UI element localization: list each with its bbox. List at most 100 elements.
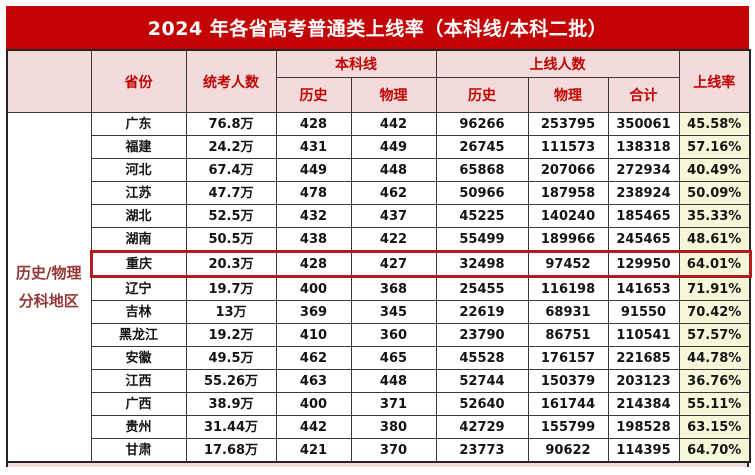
header-line-physics: 物理 — [350, 77, 437, 113]
table-panel: 2024 年各省高考普通类上线率（本科线/本科二批） 省份 统考人数 本科线 上… — [6, 6, 752, 467]
rate-cell: 44.78% — [678, 346, 751, 370]
above-total-cell: 129950 — [607, 250, 680, 278]
table-row: 福建 24.2万 431 449 26745 111573 138318 57.16% — [7, 135, 751, 159]
line-history-cell: 432 — [275, 204, 352, 228]
line-history-cell: 410 — [275, 323, 352, 347]
above-total-cell: 91550 — [607, 300, 680, 324]
table-header: 省份 统考人数 本科线 上线人数 上线率 历史 物理 历史 物理 合计 — [6, 49, 751, 113]
province-cell: 贵州 — [90, 415, 187, 439]
table-row: 广西 38.9万 400 371 52640 161744 214384 55.11% — [7, 392, 751, 416]
partial-next-row — [6, 463, 749, 467]
province-cell: 吉林 — [90, 300, 187, 324]
above-history-cell: 45225 — [435, 204, 529, 228]
above-total-cell: 214384 — [607, 392, 680, 416]
rate-cell: 57.16% — [678, 135, 751, 159]
table-row: 江苏 47.7万 478 462 50966 187958 238924 50.09% — [7, 181, 751, 205]
above-history-cell: 23773 — [435, 438, 529, 463]
line-history-cell: 400 — [275, 276, 352, 301]
header-above-physics: 物理 — [527, 77, 609, 113]
above-history-cell: 32498 — [435, 250, 529, 278]
above-physics-cell: 150379 — [527, 369, 609, 393]
above-physics-cell: 161744 — [527, 392, 609, 416]
above-total-cell: 138318 — [607, 135, 680, 159]
table-row: 吉林 13万 369 345 22619 68931 91550 70.42% — [7, 300, 751, 324]
province-cell: 江苏 — [90, 181, 187, 205]
line-history-cell: 421 — [275, 438, 352, 463]
province-cell: 黑龙江 — [90, 323, 187, 347]
province-cell: 湖南 — [90, 227, 187, 252]
line-history-cell: 428 — [275, 112, 352, 136]
data-table: 省份 统考人数 本科线 上线人数 上线率 历史 物理 历史 物理 合计 历史/物… — [6, 49, 752, 463]
header-province: 省份 — [90, 49, 187, 113]
line-physics-cell: 422 — [350, 227, 437, 252]
above-history-cell: 25455 — [435, 276, 529, 301]
line-history-cell: 428 — [275, 250, 352, 278]
above-physics-cell: 111573 — [527, 135, 609, 159]
above-history-cell: 50966 — [435, 181, 529, 205]
line-physics-cell: 427 — [350, 250, 437, 278]
line-physics-cell: 380 — [350, 415, 437, 439]
above-physics-cell: 187958 — [527, 181, 609, 205]
line-history-cell: 400 — [275, 392, 352, 416]
above-total-cell: 203123 — [607, 369, 680, 393]
header-rate: 上线率 — [678, 49, 751, 113]
above-physics-cell: 207066 — [527, 158, 609, 182]
above-history-cell: 42729 — [435, 415, 529, 439]
line-physics-cell: 437 — [350, 204, 437, 228]
rate-cell: 57.57% — [678, 323, 751, 347]
above-physics-cell: 176157 — [527, 346, 609, 370]
page-title: 2024 年各省高考普通类上线率（本科线/本科二批） — [6, 6, 749, 49]
province-cell: 辽宁 — [90, 276, 187, 301]
line-history-cell: 462 — [275, 346, 352, 370]
above-physics-cell: 189966 — [527, 227, 609, 252]
line-physics-cell: 448 — [350, 369, 437, 393]
above-history-cell: 96266 — [435, 112, 529, 136]
province-cell: 安徽 — [90, 346, 187, 370]
rate-cell: 71.91% — [678, 276, 751, 301]
header-above-total: 合计 — [607, 77, 680, 113]
above-total-cell: 110541 — [607, 323, 680, 347]
rate-cell: 35.33% — [678, 204, 751, 228]
above-total-cell: 272934 — [607, 158, 680, 182]
candidates-cell: 55.26万 — [185, 369, 277, 393]
above-history-cell: 52744 — [435, 369, 529, 393]
above-total-cell: 198528 — [607, 415, 680, 439]
above-physics-cell: 253795 — [527, 112, 609, 136]
line-physics-cell: 448 — [350, 158, 437, 182]
line-history-cell: 438 — [275, 227, 352, 252]
above-total-cell: 221685 — [607, 346, 680, 370]
candidates-cell: 20.3万 — [185, 250, 277, 278]
table-row: 河北 67.4万 449 448 65868 207066 272934 40.49% — [7, 158, 751, 182]
line-history-cell: 431 — [275, 135, 352, 159]
above-total-cell: 245465 — [607, 227, 680, 252]
header-above-group: 上线人数 — [435, 49, 680, 78]
line-physics-cell: 462 — [350, 181, 437, 205]
line-history-cell: 449 — [275, 158, 352, 182]
above-physics-cell: 116198 — [527, 276, 609, 301]
table-row: 重庆 20.3万 428 427 32498 97452 129950 64.01% — [7, 250, 752, 278]
province-cell: 福建 — [90, 135, 187, 159]
table-row: 湖南 50.5万 438 422 55499 189966 245465 48.61% — [7, 227, 751, 252]
province-cell: 重庆 — [89, 250, 187, 278]
section-label: 历史/物理 分科地区 — [6, 112, 92, 463]
above-physics-cell: 68931 — [527, 300, 609, 324]
candidates-cell: 17.68万 — [185, 438, 277, 463]
rate-cell: 45.58% — [678, 112, 751, 136]
rate-cell: 36.76% — [678, 369, 751, 393]
line-history-cell: 369 — [275, 300, 352, 324]
table-row: 甘肃 17.68万 421 370 23773 90622 114395 64.70% — [7, 438, 751, 463]
rate-cell: 64.70% — [678, 438, 751, 463]
candidates-cell: 49.5万 — [185, 346, 277, 370]
line-physics-cell: 370 — [350, 438, 437, 463]
header-line-history: 历史 — [275, 77, 352, 113]
rate-cell: 63.15% — [678, 415, 751, 439]
candidates-cell: 38.9万 — [185, 392, 277, 416]
above-history-cell: 55499 — [435, 227, 529, 252]
rate-cell: 40.49% — [678, 158, 751, 182]
table-row: 历史/物理 分科地区 广东 76.8万 428 442 96266 253795 350061 4… — [6, 112, 751, 463]
province-cell: 广东 — [90, 112, 187, 136]
candidates-cell: 31.44万 — [185, 415, 277, 439]
rate-cell: 50.09% — [678, 181, 751, 205]
corner-cell — [6, 49, 92, 113]
above-history-cell: 52640 — [435, 392, 529, 416]
